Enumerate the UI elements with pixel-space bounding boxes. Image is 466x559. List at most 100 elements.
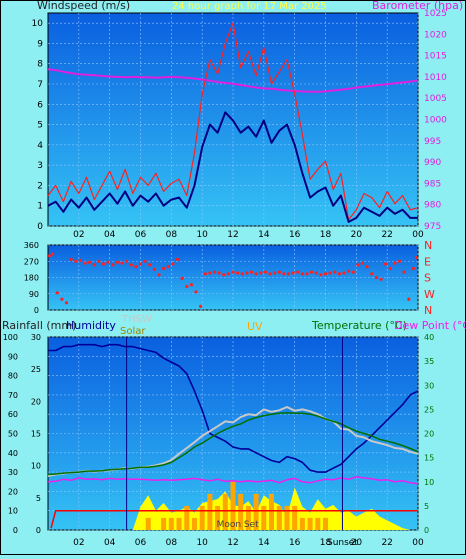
thsw-label: THSW <box>121 314 152 325</box>
wind-x-tick-label: 00 <box>412 230 424 240</box>
wind-direction-point <box>171 262 175 266</box>
wind-direction-point <box>189 283 193 287</box>
wind-direction-point <box>342 271 346 275</box>
climate-x-tick-label: 10 <box>196 538 208 548</box>
uv-bar <box>307 517 313 530</box>
wind-direction-point <box>217 271 221 275</box>
wind-direction-point <box>388 266 392 271</box>
climate-x-tick-label: 22 <box>381 538 392 548</box>
wind-x-tick-label: 14 <box>258 230 270 240</box>
climate-x-tick-label: 00 <box>412 538 424 548</box>
climate-x-tick-label: 02 <box>73 538 84 548</box>
barometer-y-tick-label: 1005 <box>424 94 447 104</box>
wind-direction-point <box>314 271 318 275</box>
wind-direction-point <box>277 270 281 274</box>
wind-direction-point <box>180 276 184 280</box>
rainfall-y-tick-label: 20 <box>31 397 41 406</box>
wind-direction-point <box>194 290 198 294</box>
wind-direction-point <box>356 263 360 267</box>
direction-y-tick-label: 0 <box>34 306 39 315</box>
wind-x-tick-label: 10 <box>196 230 208 240</box>
windspeed-line <box>47 22 419 221</box>
wind-direction-point <box>175 257 180 261</box>
barometer-y-tick-label: 975 <box>424 222 441 232</box>
wind-direction-point <box>286 272 291 276</box>
wind-y-tick-label: 2 <box>37 181 43 191</box>
dewpoint-line <box>47 476 419 485</box>
barometer-y-tick-label: 990 <box>424 158 441 168</box>
climate-x-tick-label: 20 <box>351 538 363 548</box>
uv-label: UV <box>247 320 263 333</box>
compass-label: E <box>424 255 431 268</box>
wind-direction-point <box>319 273 323 277</box>
wind-direction-point <box>55 291 59 295</box>
windspeed-axis-label: Windspeed (m/s) <box>37 0 130 12</box>
uv-bar <box>161 517 167 530</box>
wind-direction-point <box>78 258 82 262</box>
compass-label: W <box>424 288 435 301</box>
wind-direction-point <box>60 297 64 301</box>
wind-direction-point <box>282 272 286 276</box>
wind-direction-point <box>152 267 156 271</box>
uv-bar <box>269 493 274 530</box>
uv-bar <box>261 505 267 530</box>
wind-average-line <box>47 111 418 223</box>
wind-direction-point <box>245 271 249 275</box>
wind-direction-point <box>254 272 258 276</box>
humidity-axis-label: Humidity <box>66 319 116 332</box>
wind-direction-point <box>111 263 115 267</box>
wind-x-tick-label: 16 <box>289 230 301 240</box>
wind-direction-point <box>134 265 138 269</box>
wind-y-tick-label: 5 <box>37 121 43 131</box>
wind-direction-point <box>393 261 397 265</box>
uv-bar <box>168 517 174 530</box>
climate-x-tick-label: 04 <box>104 538 116 548</box>
wind-direction-point <box>291 271 295 275</box>
temperature-y-tick-label: 0 <box>424 526 429 535</box>
wind-x-tick-label: 06 <box>135 230 147 240</box>
moonset-label: Moon Set <box>217 520 260 530</box>
uv-bar <box>253 493 259 530</box>
wind-direction-point <box>328 271 332 275</box>
humidity-y-tick-label: 50 <box>8 430 18 439</box>
uv-bar <box>292 505 298 530</box>
barometer-y-tick-label: 985 <box>424 179 441 189</box>
barometer-y-tick-label: 1025 <box>424 9 447 19</box>
uv-bar <box>284 505 290 530</box>
wind-direction-point <box>47 254 52 258</box>
wind-x-tick-label: 08 <box>166 230 178 240</box>
wind-direction-point <box>97 259 101 263</box>
dewpoint-axis-label: Dew Point (°C) <box>394 319 466 332</box>
humidity-y-tick-label: 100 <box>3 333 18 342</box>
wind-direction-point <box>337 272 341 276</box>
wind-direction-point <box>231 270 235 274</box>
compass-label: N <box>424 304 432 317</box>
climate-x-tick-label: 14 <box>258 538 270 548</box>
wind-y-tick-label: 0 <box>37 222 43 232</box>
wind-y-tick-label: 3 <box>37 161 43 171</box>
wind-y-tick-label: 1 <box>37 202 43 212</box>
humidity-y-tick-label: 90 <box>8 352 18 361</box>
temperature-y-tick-label: 5 <box>424 502 429 511</box>
wind-direction-point <box>249 270 254 274</box>
direction-y-tick-label: 90 <box>29 290 39 299</box>
wind-direction-point <box>74 259 78 263</box>
temperature-y-tick-label: 35 <box>424 357 434 366</box>
wind-x-tick-label: 22 <box>381 230 392 240</box>
wind-direction-point <box>185 284 189 289</box>
direction-y-tick-label: 360 <box>24 241 39 250</box>
climate-x-tick-label: 08 <box>166 538 178 548</box>
uv-bar <box>315 517 321 530</box>
rainfall-y-tick-label: 0 <box>36 526 41 535</box>
wind-direction-point <box>51 252 55 256</box>
rainfall-y-tick-label: 5 <box>36 494 41 503</box>
humidity-line <box>48 343 419 473</box>
uv-bar <box>238 493 244 530</box>
solar-label: Solar <box>120 326 146 337</box>
wind-direction-point <box>240 272 244 276</box>
wind-direction-point <box>351 270 355 274</box>
wind-y-tick-label: 9 <box>37 39 43 49</box>
temperature-y-tick-label: 20 <box>424 430 434 439</box>
barometer-y-tick-label: 995 <box>424 137 441 147</box>
temperature-y-tick-label: 15 <box>424 454 434 463</box>
